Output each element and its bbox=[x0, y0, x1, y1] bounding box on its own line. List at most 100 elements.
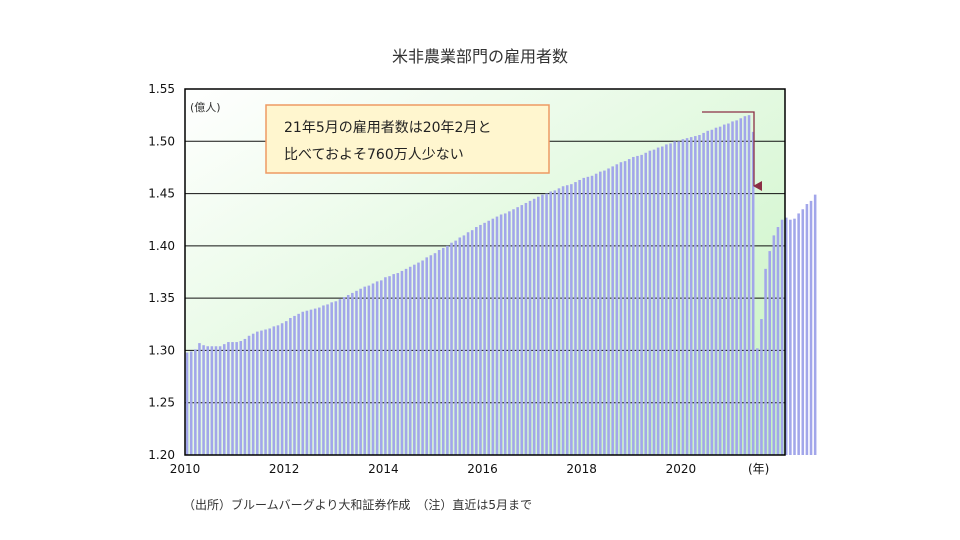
bar bbox=[813, 194, 817, 455]
bar bbox=[623, 161, 627, 455]
y-tick-label: 1.25 bbox=[148, 396, 175, 410]
bar bbox=[702, 132, 705, 456]
bar bbox=[475, 227, 478, 455]
bar bbox=[714, 127, 718, 455]
bar bbox=[694, 136, 697, 455]
bar bbox=[417, 262, 420, 455]
y-tick-label: 1.35 bbox=[148, 291, 175, 305]
bar bbox=[446, 245, 449, 455]
bar bbox=[801, 209, 805, 455]
bar bbox=[673, 141, 676, 456]
bar bbox=[421, 260, 424, 455]
bar bbox=[206, 346, 210, 455]
bar bbox=[516, 207, 519, 455]
bar bbox=[599, 171, 602, 456]
bar bbox=[756, 348, 759, 455]
bar bbox=[627, 159, 631, 455]
bar bbox=[214, 346, 218, 455]
y-tick-label: 1.20 bbox=[148, 448, 175, 462]
bar bbox=[425, 257, 429, 455]
bar bbox=[760, 319, 763, 455]
bar bbox=[479, 224, 482, 455]
x-tick-label: 2016 bbox=[467, 462, 498, 476]
bar bbox=[549, 191, 552, 456]
callout-line-1: 21年5月の雇用者数は20年2月と bbox=[284, 119, 491, 136]
bar bbox=[805, 204, 809, 455]
bar bbox=[528, 200, 532, 455]
bar bbox=[640, 154, 643, 455]
bar bbox=[429, 255, 433, 455]
bar bbox=[388, 276, 391, 455]
bar bbox=[218, 346, 222, 455]
bar bbox=[309, 309, 313, 455]
bar bbox=[793, 218, 796, 455]
bar bbox=[685, 138, 689, 455]
bar bbox=[256, 331, 259, 455]
bar bbox=[603, 170, 606, 455]
bar bbox=[747, 115, 751, 455]
bar bbox=[380, 280, 383, 455]
bar bbox=[189, 351, 193, 455]
bar bbox=[293, 315, 296, 455]
x-tick-label: 2012 bbox=[269, 462, 300, 476]
bar bbox=[239, 341, 243, 455]
bar bbox=[375, 281, 379, 455]
bar bbox=[243, 338, 247, 455]
bar bbox=[648, 150, 652, 455]
bar bbox=[582, 177, 586, 455]
bar bbox=[499, 214, 503, 455]
y-tick-label: 1.45 bbox=[148, 187, 175, 201]
x-tick-label: 2018 bbox=[566, 462, 597, 476]
bar bbox=[574, 182, 577, 455]
bar bbox=[541, 194, 544, 455]
bar bbox=[301, 311, 305, 455]
bar bbox=[743, 116, 747, 455]
bar bbox=[636, 155, 639, 455]
bar bbox=[330, 302, 333, 455]
bar bbox=[611, 166, 614, 455]
bar bbox=[198, 343, 201, 455]
bar bbox=[400, 270, 404, 455]
bar bbox=[338, 299, 342, 455]
bar bbox=[780, 219, 784, 455]
bar bbox=[586, 176, 590, 455]
bar bbox=[289, 318, 292, 455]
bar bbox=[644, 152, 648, 456]
bar bbox=[789, 219, 792, 455]
x-axis-unit-label: (年) bbox=[748, 462, 769, 476]
bar bbox=[524, 202, 528, 455]
x-tick-label: 2010 bbox=[170, 462, 201, 476]
bar bbox=[231, 342, 234, 455]
bar bbox=[495, 216, 499, 455]
bar bbox=[520, 205, 524, 455]
bar bbox=[413, 264, 416, 455]
y-tick-label: 1.50 bbox=[148, 134, 175, 148]
bar bbox=[809, 200, 813, 455]
bar bbox=[268, 328, 271, 455]
bar bbox=[462, 235, 466, 455]
bar bbox=[367, 285, 371, 455]
bar bbox=[437, 250, 441, 455]
bar bbox=[305, 310, 309, 455]
y-axis-ticks: 1.20 1.25 1.30 1.35 1.40 1.45 1.50 1.55 bbox=[148, 82, 175, 462]
bar bbox=[718, 126, 722, 456]
bar bbox=[590, 175, 594, 456]
bar bbox=[260, 330, 263, 455]
bar bbox=[355, 290, 358, 455]
bar bbox=[632, 156, 635, 455]
bar bbox=[735, 120, 738, 456]
bar bbox=[656, 147, 660, 455]
bar bbox=[487, 220, 490, 455]
bar bbox=[284, 321, 288, 455]
x-axis-ticks: 2010 2012 2014 2016 2018 2020 bbox=[170, 462, 696, 476]
bar bbox=[351, 292, 354, 455]
bar bbox=[433, 253, 437, 455]
bar bbox=[247, 335, 251, 455]
bar bbox=[222, 344, 226, 455]
bar bbox=[619, 162, 623, 455]
bar bbox=[508, 211, 511, 455]
x-tick-label: 2014 bbox=[368, 462, 399, 476]
bar bbox=[681, 139, 685, 455]
y-tick-label: 1.40 bbox=[148, 239, 175, 253]
